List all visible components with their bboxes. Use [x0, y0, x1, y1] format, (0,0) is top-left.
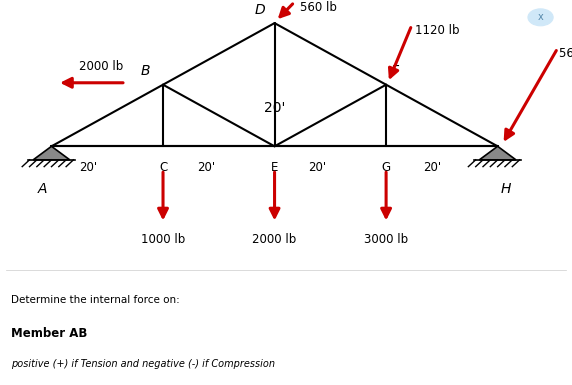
Text: 1120 lb: 1120 lb	[415, 24, 459, 37]
Text: 2000 lb: 2000 lb	[252, 233, 297, 246]
Circle shape	[528, 9, 553, 26]
Text: B: B	[141, 64, 150, 78]
Text: 3000 lb: 3000 lb	[364, 233, 408, 246]
Text: 1000 lb: 1000 lb	[141, 233, 185, 246]
Text: 20': 20'	[80, 161, 98, 174]
Text: A: A	[38, 182, 47, 196]
Text: G: G	[382, 161, 391, 174]
Text: 2000 lb: 2000 lb	[79, 60, 123, 73]
Text: positive (+) if Tension and negative (-) if Compression: positive (+) if Tension and negative (-)…	[11, 359, 276, 369]
Polygon shape	[33, 146, 70, 160]
Text: 560 lb: 560 lb	[559, 47, 572, 60]
Text: 20': 20'	[197, 161, 215, 174]
Text: D: D	[255, 3, 265, 17]
Text: 20': 20'	[308, 161, 327, 174]
Text: H: H	[501, 182, 511, 196]
Text: x: x	[538, 12, 543, 22]
Text: Determine the internal force on:: Determine the internal force on:	[11, 295, 180, 305]
Text: 560 lb: 560 lb	[300, 1, 337, 14]
Polygon shape	[479, 146, 516, 160]
Text: Member AB: Member AB	[11, 326, 88, 340]
Text: C: C	[159, 161, 167, 174]
Text: E: E	[271, 161, 278, 174]
Text: 20': 20'	[423, 161, 441, 174]
Text: 20': 20'	[264, 101, 285, 115]
Text: F: F	[391, 64, 399, 78]
